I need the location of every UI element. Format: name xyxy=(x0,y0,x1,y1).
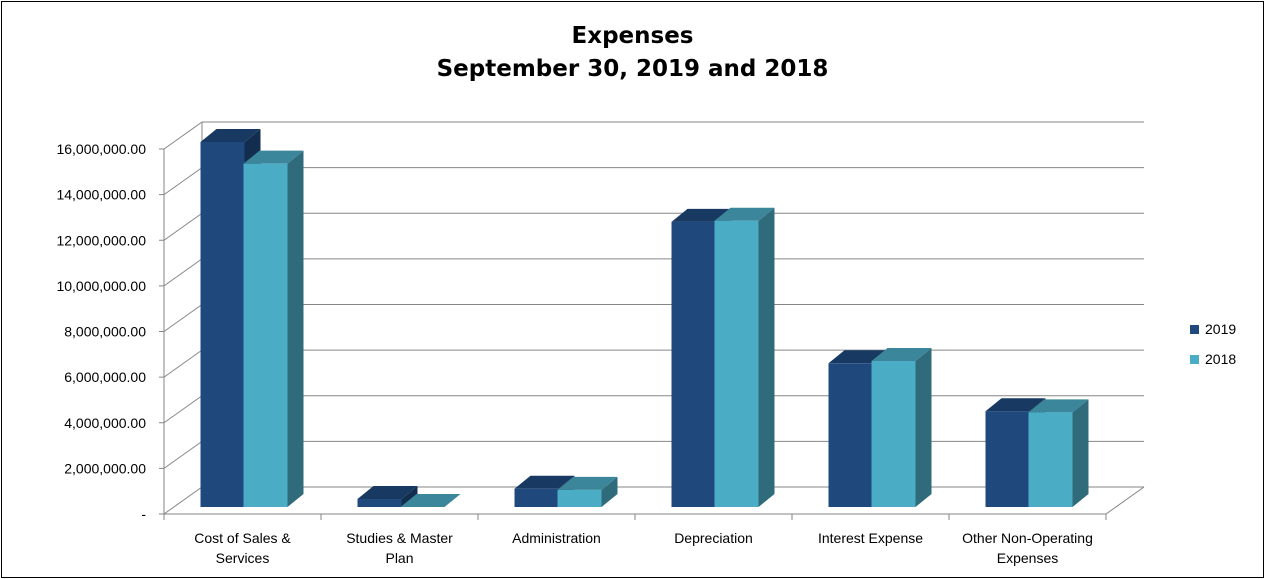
x-tick-label: Administration xyxy=(512,530,601,546)
chart-title: Expenses September 30, 2019 and 2018 xyxy=(0,20,1265,86)
bars-layer xyxy=(200,129,1089,507)
x-tick-label-line: Services xyxy=(216,550,270,566)
x-tick-label-line: Cost of Sales & xyxy=(194,530,291,546)
bar-2018-1 xyxy=(243,150,304,507)
wall-slant xyxy=(163,258,203,287)
axes-layer xyxy=(159,148,1107,520)
bar-front xyxy=(557,489,602,507)
bar-2018-3 xyxy=(557,476,618,507)
x-tick-label: Interest Expense xyxy=(818,530,923,546)
labels-layer: - 2,000,000.00 4,000,000.00 6,000,000.00 8,0… xyxy=(56,141,1092,566)
bar-side xyxy=(287,150,304,507)
bar-front xyxy=(671,221,716,507)
bar-front xyxy=(714,220,759,507)
bar-side xyxy=(1072,399,1089,507)
x-tick-label-line: Other Non-Operating xyxy=(962,530,1093,546)
bar-front xyxy=(200,142,245,507)
y-tick-label: 6,000,000.00 xyxy=(64,369,146,385)
legend-item-2018: 2018 xyxy=(1190,351,1236,367)
legend: 2019 2018 xyxy=(1190,321,1236,367)
y-tick-label: 4,000,000.00 xyxy=(64,415,146,431)
y-tick-label: 12,000,000.00 xyxy=(56,232,146,248)
x-tick-label-line: Plan xyxy=(385,550,413,566)
bar-side xyxy=(401,486,418,507)
chart-subtitle: September 30, 2019 and 2018 xyxy=(436,56,829,82)
bar-2019-2 xyxy=(357,486,418,507)
bar-side xyxy=(758,207,775,507)
bar-top xyxy=(557,476,618,490)
legend-swatch xyxy=(1190,325,1199,334)
bar-top xyxy=(714,207,775,221)
chart-title-line1: Expenses xyxy=(571,23,694,49)
bar-top xyxy=(357,486,418,500)
bar-front xyxy=(243,163,288,507)
wall-slant xyxy=(163,440,203,469)
wall-slant xyxy=(163,349,203,378)
bar-top xyxy=(871,348,932,361)
wall-slant xyxy=(163,486,203,515)
bar-top xyxy=(243,150,304,164)
y-tick-label: 10,000,000.00 xyxy=(56,278,146,294)
x-tick-label-line: Interest Expense xyxy=(818,530,923,546)
legend-label: 2018 xyxy=(1205,351,1236,367)
floor-right-edge xyxy=(1105,486,1145,515)
bar-top xyxy=(400,494,461,507)
x-tick-label-line: Administration xyxy=(512,530,601,546)
wall-slant xyxy=(163,395,203,424)
bar-top xyxy=(514,475,575,489)
y-tick-label: 16,000,000.00 xyxy=(56,141,146,157)
legend-item-2019: 2019 xyxy=(1190,321,1236,337)
x-tick-label: Depreciation xyxy=(674,530,753,546)
x-tick-label: Studies & Master Plan xyxy=(346,530,453,566)
bar-side xyxy=(601,476,618,507)
bar-front xyxy=(357,499,402,507)
wall-slant xyxy=(163,167,203,196)
x-tick-label-line: Depreciation xyxy=(674,530,753,546)
bar-top xyxy=(671,208,732,222)
bar-front xyxy=(514,488,559,507)
bar-front xyxy=(828,363,873,507)
y-tick-label: 2,000,000.00 xyxy=(64,460,146,476)
bar-front xyxy=(1028,412,1073,507)
bar-front xyxy=(985,411,1030,507)
bar-2018-6 xyxy=(1028,399,1089,507)
bar-side xyxy=(915,348,932,507)
x-tick-label-line: Studies & Master xyxy=(346,530,453,546)
x-tick-label: Cost of Sales & Services xyxy=(194,530,291,566)
x-tick-label: Other Non-Operating Expenses xyxy=(962,530,1093,566)
x-tick-label-line: Expenses xyxy=(997,550,1058,566)
legend-label: 2019 xyxy=(1205,321,1236,337)
bar-top xyxy=(985,398,1046,412)
bar-top xyxy=(200,129,261,142)
y-tick-label: 14,000,000.00 xyxy=(56,187,146,203)
bar-front xyxy=(871,361,916,507)
bar-2018-2 xyxy=(400,494,461,507)
y-tick-label: 8,000,000.00 xyxy=(64,324,146,340)
y-tick-label: - xyxy=(141,506,146,522)
wall-slant xyxy=(163,304,203,332)
bar-2018-5 xyxy=(871,348,932,507)
wall-slant xyxy=(163,121,203,150)
wall-slant xyxy=(163,212,203,241)
bar-2018-4 xyxy=(714,207,775,507)
legend-swatch xyxy=(1190,355,1199,364)
bar-top xyxy=(1028,399,1089,413)
